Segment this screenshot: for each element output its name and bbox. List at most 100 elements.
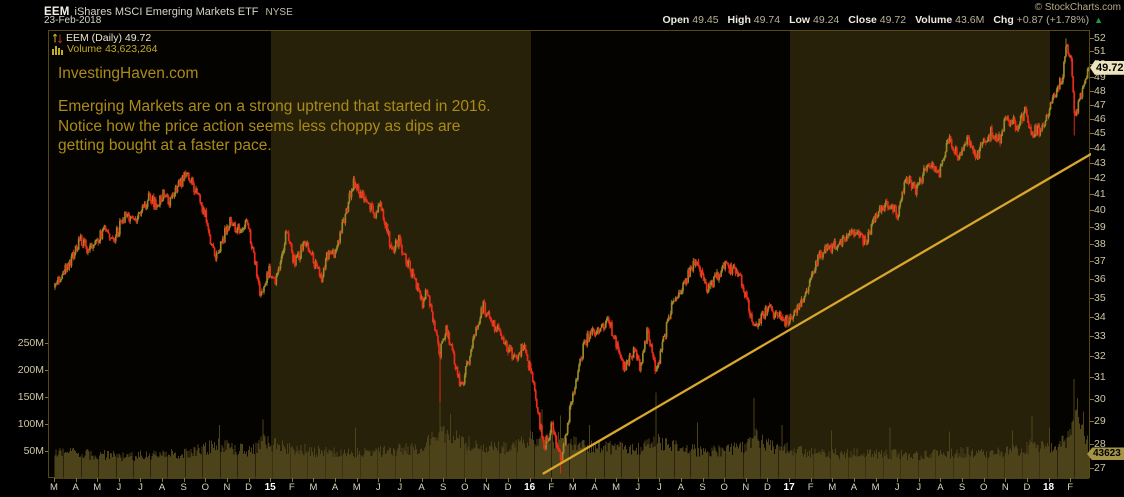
date-axis-label: M [871, 482, 880, 493]
date-axis-label: O [461, 482, 469, 493]
date-axis-label: A [331, 482, 339, 493]
date-axis-label: 17 [783, 482, 795, 493]
quote-close: Close 49.72 [848, 14, 907, 26]
volume-axis-tick [45, 424, 48, 425]
date-axis-label: O [979, 482, 988, 493]
date-axis-tick [313, 478, 315, 482]
date-axis-tick [983, 478, 985, 482]
date-axis-tick [724, 478, 726, 482]
price-axis-label: 31 [1094, 371, 1106, 384]
date-axis-tick [183, 478, 185, 482]
date-axis-tick [810, 478, 812, 482]
volume-axis-tick [45, 451, 48, 452]
date-axis-label: M [50, 482, 58, 493]
date-axis-label: N [1001, 482, 1009, 493]
volume-axis-label: 50M [23, 445, 44, 457]
date-axis-tick [659, 478, 661, 482]
price-axis-tick [1090, 51, 1094, 53]
price-axis-label: 37 [1094, 255, 1106, 268]
date-axis-label: O [720, 482, 728, 493]
price-axis-label: 29 [1094, 414, 1106, 427]
chart-date: 23-Feb-2018 [44, 15, 102, 26]
volume-axis-label: 200M [17, 364, 44, 376]
change-up-arrow-icon: ▲ [1094, 15, 1103, 25]
price-axis-tick [1090, 178, 1094, 180]
price-axis-label: 34 [1094, 310, 1106, 323]
date-axis-label: M [568, 482, 577, 493]
quote-chg: Chg +0.87 (+1.78%) [993, 14, 1090, 26]
price-axis-label: 47 [1094, 98, 1106, 111]
quote-high: High 49.74 [727, 14, 781, 26]
price-axis-tick [1090, 147, 1094, 149]
price-axis-label: 40 [1094, 204, 1106, 217]
last-volume-value: 43623 [1093, 448, 1121, 460]
series-legend-label: EEM (Daily) 49.72 [66, 32, 152, 44]
price-axis-tick [1090, 261, 1094, 263]
price-axis-tick [1090, 210, 1094, 212]
quote-close-label: Close [848, 14, 877, 26]
date-axis-tick [205, 478, 207, 482]
price-axis-label: 44 [1094, 141, 1106, 154]
last-price-tag: 49.72 [1090, 60, 1124, 75]
date-axis-tick [335, 478, 337, 482]
date-axis-tick [75, 478, 77, 482]
date-axis-label: D [245, 482, 253, 493]
date-axis-tick [702, 478, 704, 482]
series-legend-row: EEM (Daily) 49.72 [52, 33, 158, 44]
date-axis-label: D [1023, 482, 1031, 493]
quote-volume: Volume 43.6M [915, 14, 985, 26]
price-axis-label: 42 [1094, 172, 1106, 185]
volume-axis-tick [45, 397, 48, 398]
date-axis-label: J [916, 482, 922, 493]
uptrend-line [542, 152, 1091, 475]
date-axis-tick [356, 478, 358, 482]
date-axis-label: D [504, 482, 512, 493]
analyst-annotation: InvestingHaven.com Emerging Markets are … [58, 65, 491, 156]
price-axis-tick [1090, 316, 1094, 318]
date-axis-label: M [612, 482, 621, 493]
price-axis-tick [1090, 133, 1094, 135]
quote-low: Low 49.24 [789, 14, 840, 26]
instrument-name: iShares MSCI Emerging Markets ETF [74, 6, 259, 18]
date-axis-label: A [72, 482, 79, 493]
price-axis-label: 36 [1094, 273, 1106, 286]
date-axis-label: A [677, 482, 685, 493]
volume-legend-label: Volume 43,623,264 [67, 43, 158, 55]
date-axis-tick [594, 478, 596, 482]
price-axis-label: 30 [1094, 392, 1106, 405]
price-axis-tick [1090, 467, 1094, 469]
date-axis-label: J [894, 482, 900, 493]
price-axis-tick [1090, 226, 1094, 228]
date-axis-tick [140, 478, 142, 482]
price-axis-label: 51 [1094, 45, 1106, 58]
price-axis-label: 43 [1094, 156, 1106, 169]
price-axis-label: 33 [1094, 330, 1106, 343]
date-axis-label: N [482, 482, 490, 493]
annotation-text: Emerging Markets are on a strong uptrend… [58, 97, 491, 156]
candlestick-arrows-icon [52, 33, 63, 44]
date-axis-tick [443, 478, 445, 482]
copyright-notice: © StockCharts.com [1034, 2, 1121, 13]
date-axis-label: A [591, 482, 598, 493]
price-volume-canvas [54, 38, 1091, 479]
date-axis-label: S [439, 482, 447, 493]
price-axis-label: 52 [1094, 32, 1106, 45]
date-axis-tick [248, 478, 250, 482]
chart-header: EEM iShares MSCI Emerging Markets ETF NYSE [44, 2, 293, 20]
date-axis-label: F [807, 482, 814, 493]
quote-open: Open 49.45 [662, 14, 719, 26]
date-axis-tick [378, 478, 380, 482]
price-axis-tick [1090, 420, 1094, 422]
price-axis-tick [1090, 336, 1094, 338]
price-axis-tick [1090, 279, 1094, 281]
annotation-line: Notice how the price action seems less c… [58, 117, 461, 135]
annotation-line: Emerging Markets are on a strong uptrend… [58, 98, 491, 115]
date-axis-label: J [138, 482, 143, 493]
price-axis-tick [1090, 443, 1094, 445]
date-axis-tick [421, 478, 423, 482]
date-axis-label: J [116, 482, 122, 493]
ticker-symbol: EEM [44, 6, 70, 18]
date-axis-tick [875, 478, 877, 482]
volume-axis-tick [45, 370, 48, 371]
date-axis-tick [897, 478, 899, 482]
